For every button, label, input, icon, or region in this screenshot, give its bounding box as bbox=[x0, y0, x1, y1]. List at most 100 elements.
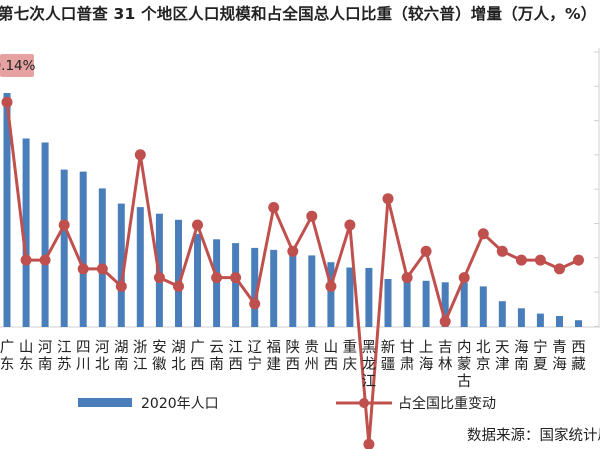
point-辽宁 bbox=[249, 298, 261, 310]
x-label-陕西: 陕西 bbox=[286, 339, 301, 373]
x-label-贵州: 贵州 bbox=[305, 339, 320, 373]
bar-重庆 bbox=[346, 267, 354, 327]
x-label-新疆: 新疆 bbox=[381, 339, 396, 373]
point-吉林 bbox=[439, 316, 451, 327]
bar-湖南 bbox=[117, 203, 125, 327]
bar-湖北 bbox=[175, 219, 182, 327]
bar-黑龙江 bbox=[365, 267, 373, 327]
x-label-湖北: 湖北 bbox=[171, 339, 186, 373]
bar-宁夏 bbox=[536, 313, 544, 327]
point-上海 bbox=[420, 245, 432, 257]
point-黑龙江 bbox=[363, 438, 375, 449]
x-label-安徽: 安徽 bbox=[152, 339, 167, 373]
x-label-上海: 上海 bbox=[419, 339, 434, 373]
source-note: 数据来源：国家统计局 bbox=[467, 428, 600, 444]
bar-河北 bbox=[98, 188, 106, 327]
x-label-辽宁: 辽宁 bbox=[247, 339, 262, 373]
point-云南 bbox=[211, 272, 223, 284]
bar-新疆 bbox=[384, 279, 392, 327]
point-河南 bbox=[39, 254, 51, 266]
bar-四川 bbox=[79, 171, 87, 327]
bar-辽宁 bbox=[251, 247, 259, 327]
x-label-吉林: 吉林 bbox=[438, 339, 453, 373]
x-label-河北: 河北 bbox=[95, 339, 110, 373]
point-陕西 bbox=[287, 245, 299, 257]
bar-内蒙古 bbox=[460, 282, 468, 327]
legend-bar-swatch bbox=[78, 398, 132, 407]
x-label-海南: 海南 bbox=[514, 339, 529, 373]
x-label-河南: 河南 bbox=[38, 339, 53, 373]
x-label-山西: 山西 bbox=[324, 339, 339, 373]
x-label-内蒙古: 内蒙古 bbox=[457, 339, 472, 390]
point-四川 bbox=[77, 263, 89, 275]
point-重庆 bbox=[344, 219, 356, 231]
line-markers bbox=[1, 96, 584, 449]
bar-广东 bbox=[3, 93, 11, 327]
x-label-甘肃: 甘肃 bbox=[400, 339, 415, 373]
x-label-云南: 云南 bbox=[209, 340, 224, 373]
right-axis-ticks bbox=[594, 51, 599, 327]
bar-广西 bbox=[194, 233, 201, 327]
bar-series bbox=[3, 93, 582, 327]
legend-bar-label: 2020年人口 bbox=[141, 396, 219, 412]
point-山东 bbox=[20, 254, 32, 266]
x-label-广西: 广西 bbox=[190, 339, 205, 373]
chart-title: 第七次人口普查 31 个地区人口规模和占全国总人口比重（较六普）增量（万人，%） bbox=[0, 5, 597, 23]
x-label-重庆: 重庆 bbox=[343, 339, 358, 373]
point-湖北 bbox=[173, 280, 184, 292]
bar-河南 bbox=[41, 142, 49, 327]
x-label-江西: 江西 bbox=[228, 339, 243, 373]
point-贵州 bbox=[306, 210, 318, 222]
bar-江苏 bbox=[60, 169, 68, 327]
x-label-江苏: 江苏 bbox=[57, 339, 72, 373]
bar-浙江 bbox=[136, 207, 144, 327]
point-海南 bbox=[515, 254, 527, 266]
point-天津 bbox=[496, 245, 508, 257]
bar-贵州 bbox=[308, 255, 316, 327]
bar-吉林 bbox=[441, 282, 449, 327]
legend-line-marker bbox=[359, 398, 369, 408]
x-label-浙江: 浙江 bbox=[133, 339, 148, 373]
point-内蒙古 bbox=[458, 272, 470, 284]
callout-background bbox=[0, 54, 34, 77]
x-label-湖南: 湖南 bbox=[114, 339, 129, 373]
bar-甘肃 bbox=[403, 280, 411, 327]
x-label-福建: 福建 bbox=[266, 339, 281, 373]
bar-江西 bbox=[232, 243, 240, 327]
point-安徽 bbox=[153, 272, 165, 284]
point-江苏 bbox=[58, 219, 70, 231]
x-label-宁夏: 宁夏 bbox=[533, 339, 548, 373]
legend-line-label: 占全国比重变动 bbox=[398, 395, 496, 412]
bar-天津 bbox=[498, 301, 506, 327]
x-label-山东: 山东 bbox=[19, 339, 34, 373]
point-江西 bbox=[230, 272, 242, 284]
bar-青海 bbox=[556, 316, 563, 327]
bar-山东 bbox=[22, 138, 30, 327]
point-北京 bbox=[477, 228, 489, 240]
bar-北京 bbox=[479, 286, 487, 327]
point-河北 bbox=[96, 263, 108, 275]
bar-西藏 bbox=[575, 320, 582, 327]
x-label-北京: 北京 bbox=[476, 339, 491, 373]
point-新疆 bbox=[382, 193, 394, 205]
point-广东 bbox=[1, 96, 13, 108]
x-tick-labels: 广东山东河南江苏四川河北湖南浙江安徽湖北广西云南江西辽宁福建陕西贵州山西重庆黑龙… bbox=[0, 339, 586, 390]
x-label-黑龙江: 黑龙江 bbox=[362, 340, 377, 390]
point-湖南 bbox=[115, 280, 127, 292]
bar-海南 bbox=[517, 308, 525, 327]
x-label-四川: 四川 bbox=[76, 340, 91, 373]
point-福建 bbox=[268, 202, 280, 213]
point-青海 bbox=[554, 263, 565, 275]
point-甘肃 bbox=[401, 272, 413, 284]
bar-福建 bbox=[270, 249, 278, 327]
x-label-西藏: 西藏 bbox=[571, 340, 586, 373]
point-浙江 bbox=[134, 149, 146, 161]
point-广西 bbox=[192, 219, 203, 231]
x-label-青海: 青海 bbox=[552, 339, 567, 373]
x-label-广东: 广东 bbox=[0, 339, 14, 373]
callout-label: 0.14% bbox=[0, 58, 36, 74]
x-label-天津: 天津 bbox=[495, 340, 510, 373]
bar-山西 bbox=[327, 262, 335, 327]
bar-陕西 bbox=[289, 253, 297, 327]
